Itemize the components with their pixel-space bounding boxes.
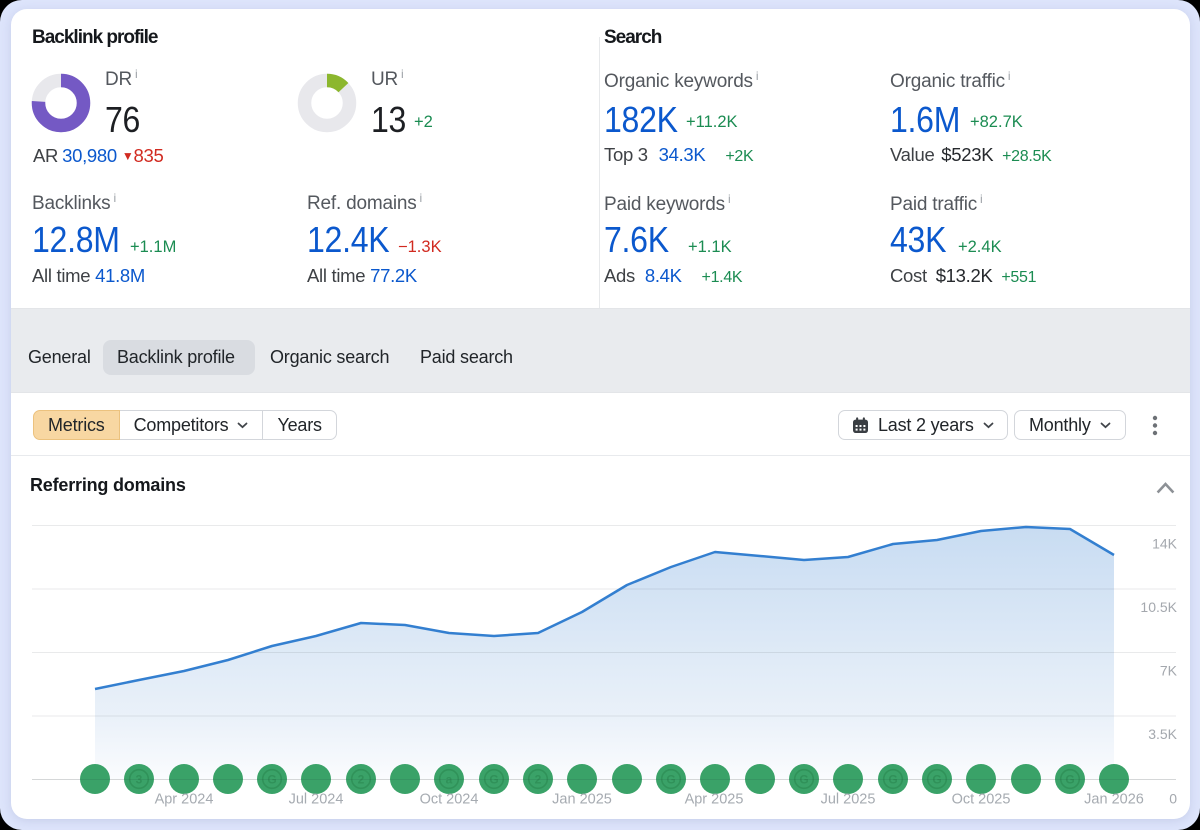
svg-text:G: G: [267, 773, 276, 787]
svg-text:Apr 2025: Apr 2025: [685, 792, 744, 808]
svg-text:a: a: [446, 773, 453, 787]
svg-text:G: G: [489, 773, 498, 787]
svg-text:2: 2: [358, 773, 365, 787]
svg-text:10.5K: 10.5K: [1140, 599, 1177, 615]
svg-text:G: G: [666, 773, 675, 787]
svg-text:Oct 2025: Oct 2025: [952, 792, 1011, 808]
svg-text:G: G: [1065, 773, 1074, 787]
svg-text:Oct 2024: Oct 2024: [420, 792, 479, 808]
svg-text:Jan 2025: Jan 2025: [552, 792, 612, 808]
svg-text:3.5K: 3.5K: [1148, 726, 1177, 742]
svg-text:2: 2: [535, 773, 542, 787]
svg-text:Apr 2024: Apr 2024: [155, 792, 214, 808]
svg-text:3: 3: [136, 773, 143, 787]
svg-text:0: 0: [1169, 791, 1177, 807]
svg-text:Jan 2026: Jan 2026: [1084, 792, 1144, 808]
svg-text:G: G: [888, 773, 897, 787]
svg-text:14K: 14K: [1152, 536, 1178, 552]
svg-text:Jul 2024: Jul 2024: [289, 792, 344, 808]
svg-text:G: G: [799, 773, 808, 787]
svg-text:7K: 7K: [1160, 663, 1178, 679]
svg-text:Jul 2025: Jul 2025: [821, 792, 876, 808]
svg-text:G: G: [932, 773, 941, 787]
